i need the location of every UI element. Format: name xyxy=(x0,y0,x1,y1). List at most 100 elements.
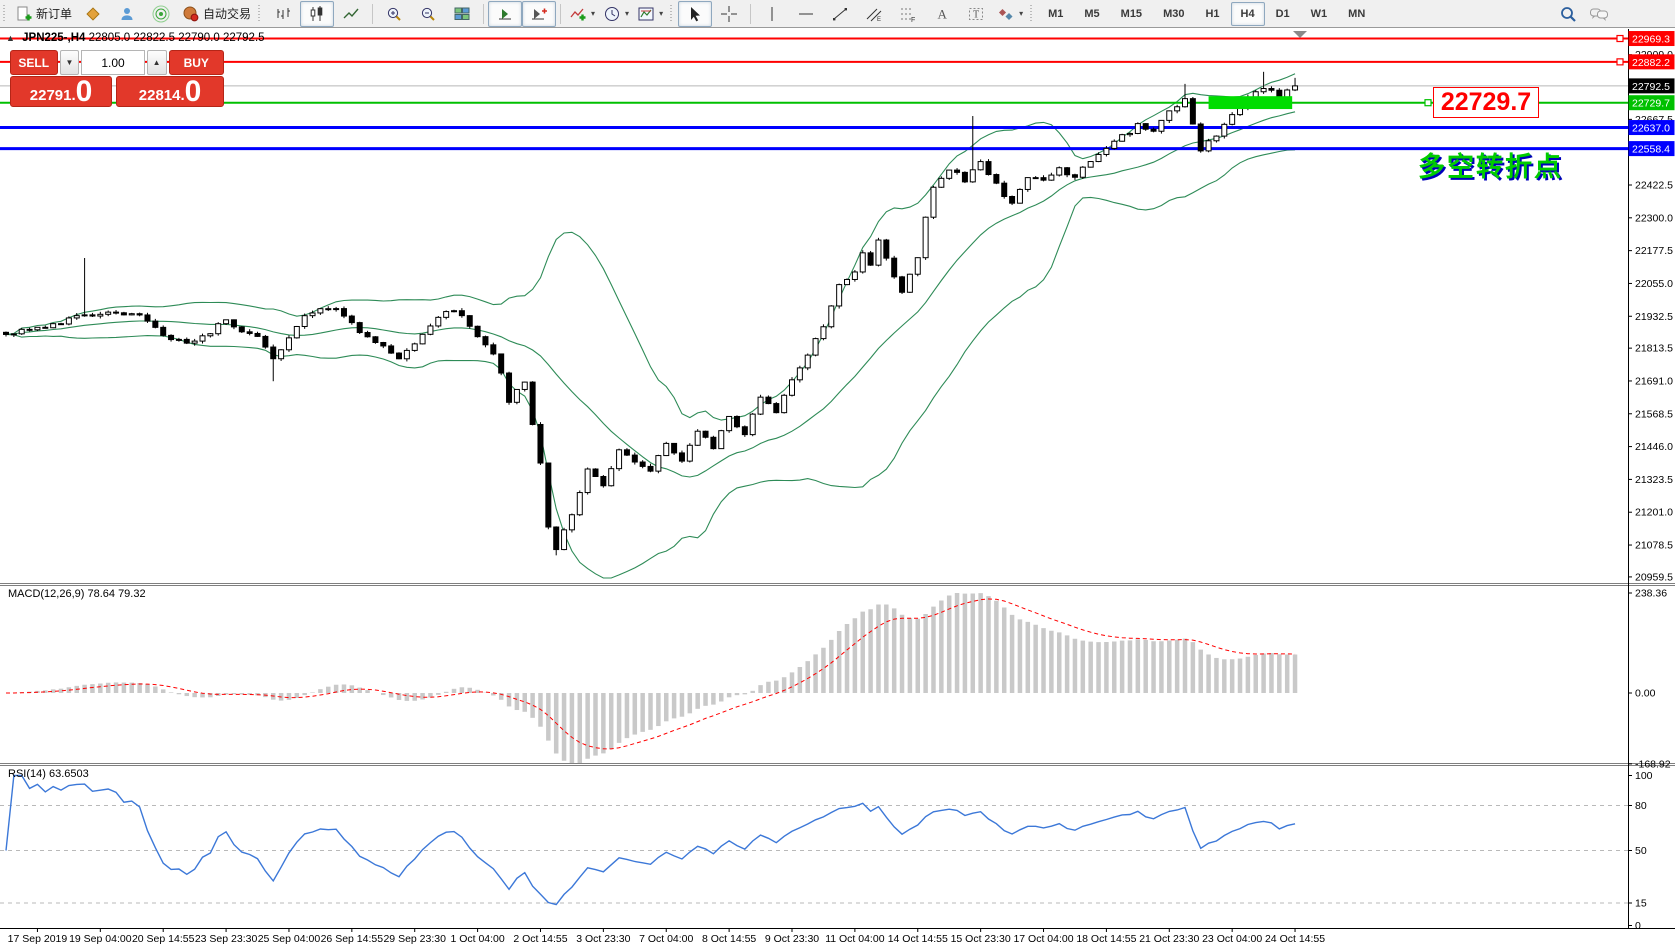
highlight-rect-annotation[interactable] xyxy=(1208,96,1293,110)
ohlc-close: 22792.5 xyxy=(222,32,265,44)
volume-input[interactable]: 1.00 xyxy=(81,50,145,75)
chart-area[interactable]: 22909.022667.522545.022422.522300.022177… xyxy=(0,29,1675,951)
text-icon: A xyxy=(938,6,948,21)
community-button[interactable] xyxy=(110,1,144,27)
tf-button-MN[interactable]: MN xyxy=(1348,7,1366,20)
buy-price-pips: 0 xyxy=(184,76,202,107)
volume-decrease-button[interactable]: ▼ xyxy=(59,50,80,75)
line-chart-button[interactable] xyxy=(334,1,368,27)
fibonacci-icon: F xyxy=(901,8,915,23)
arrows-shapes-button[interactable]: ▾ xyxy=(993,1,1027,27)
fibonacci-button[interactable]: F xyxy=(891,1,925,27)
svg-text:22729.7: 22729.7 xyxy=(1632,98,1670,110)
line-studies-handle[interactable] xyxy=(670,4,676,23)
zoom-out-button[interactable] xyxy=(411,1,445,27)
bar-chart-icon xyxy=(277,7,291,19)
chart-toolbar-handle[interactable] xyxy=(258,4,264,23)
tf-button-M5[interactable]: M5 xyxy=(1084,7,1100,20)
time-axis-label: 29 Sep 23:30 xyxy=(383,933,446,945)
periods-button[interactable]: ▾ xyxy=(599,1,633,27)
time-axis-label: 20 Sep 14:55 xyxy=(132,933,195,945)
toolbar: 新订单 自动交易 xyxy=(0,0,1675,28)
volume-increase-button[interactable]: ▲ xyxy=(146,50,167,75)
time-axis-label: 26 Sep 14:55 xyxy=(321,933,384,945)
tf-button-M1[interactable]: M1 xyxy=(1048,7,1064,20)
candlestick-chart-icon xyxy=(310,5,323,21)
bar-chart-button[interactable] xyxy=(266,1,300,27)
chart-template-button[interactable]: ▾ xyxy=(633,1,667,27)
time-axis-label: 7 Oct 04:00 xyxy=(639,933,693,945)
symbol-header: ▲ JPN225-,H4 22805.0 22822.5 22790.0 227… xyxy=(6,32,265,44)
search-icon[interactable] xyxy=(1559,5,1577,23)
price-tag-annotation[interactable]: 22729.7 xyxy=(1433,87,1539,118)
buy-price-box[interactable]: 22814. 0 xyxy=(116,76,224,107)
add-indicator-button[interactable]: ▾ xyxy=(565,1,599,27)
equidistant-channel-button[interactable]: E xyxy=(857,1,891,27)
tile-windows-icon xyxy=(454,7,470,20)
tf-button-M30[interactable]: M30 xyxy=(1163,7,1185,20)
svg-text:T: T xyxy=(973,9,979,20)
sell-price: 22791 xyxy=(29,86,72,104)
vertical-line-icon xyxy=(771,6,773,21)
zoom-in-button[interactable] xyxy=(377,1,411,27)
svg-text:21323.5: 21323.5 xyxy=(1635,474,1673,486)
svg-text:21691.0: 21691.0 xyxy=(1635,375,1673,387)
trendline-icon xyxy=(833,7,848,20)
auto-scroll-button[interactable] xyxy=(488,0,523,27)
buy-price: 22814 xyxy=(138,86,181,104)
tf-button-H1[interactable]: H1 xyxy=(1205,7,1220,20)
crosshair-icon xyxy=(721,5,738,22)
price-axis[interactable]: 22909.022667.522545.022422.522300.022177… xyxy=(1628,31,1675,932)
market-button[interactable] xyxy=(76,1,110,27)
crosshair-button[interactable] xyxy=(712,1,746,27)
auto-scroll-icon xyxy=(499,8,512,19)
time-axis-label: 15 Oct 23:30 xyxy=(951,933,1011,945)
svg-text:A: A xyxy=(938,6,948,21)
time-axis[interactable]: 17 Sep 2019 19 Sep 04:00 20 Sep 14:55 23 Se… xyxy=(0,928,1675,945)
candlestick-chart-button[interactable] xyxy=(300,0,335,27)
svg-text:22792.5: 22792.5 xyxy=(1632,81,1670,93)
new-order-button[interactable]: 新订单 xyxy=(11,1,76,27)
signals-button[interactable] xyxy=(144,1,178,27)
chat-icon[interactable] xyxy=(1589,5,1609,23)
svg-text:22558.4: 22558.4 xyxy=(1632,144,1670,156)
tf-button-W1[interactable]: W1 xyxy=(1310,7,1328,20)
pivot-text-annotation[interactable]: 多空转折点 xyxy=(1418,152,1563,182)
tf-button-H4[interactable]: H4 xyxy=(1230,1,1265,26)
buy-button[interactable]: BUY xyxy=(168,50,224,75)
text-label-button[interactable]: T xyxy=(959,1,993,27)
tile-windows-button[interactable] xyxy=(445,1,479,27)
macd-indicator xyxy=(6,592,1298,763)
horizontal-line-icon xyxy=(799,13,814,14)
line-chart-icon xyxy=(343,8,359,18)
vertical-line-button[interactable] xyxy=(755,1,789,27)
arrows-shapes-icon xyxy=(999,8,1013,20)
ohlc-low: 22790.0 xyxy=(178,32,220,44)
add-indicator-caret: ▾ xyxy=(591,9,596,18)
auto-trading-icon xyxy=(183,6,199,21)
cursor-button[interactable] xyxy=(678,0,713,27)
horizontal-line-button[interactable] xyxy=(789,1,823,27)
toolbar-drag-handle[interactable] xyxy=(3,4,8,23)
chart-shift-button[interactable] xyxy=(522,0,557,27)
time-axis-label: 9 Oct 23:30 xyxy=(765,933,819,945)
market-diamond-icon xyxy=(86,6,100,21)
chart-shift-marker[interactable] xyxy=(1293,31,1307,38)
trendline-button[interactable] xyxy=(823,1,857,27)
svg-text:15: 15 xyxy=(1635,898,1647,910)
community-icon xyxy=(121,7,133,20)
time-axis-label: 1 Oct 04:00 xyxy=(450,933,504,945)
time-axis-label: 23 Sep 23:30 xyxy=(195,933,258,945)
ohlc-open: 22805.0 xyxy=(88,32,131,44)
collapse-panel-icon[interactable]: ▲ xyxy=(6,33,15,43)
sell-price-box[interactable]: 22791. 0 xyxy=(10,76,113,107)
svg-text:22969.3: 22969.3 xyxy=(1632,34,1670,46)
svg-text:22055.0: 22055.0 xyxy=(1635,278,1673,290)
text-button[interactable]: A xyxy=(925,1,959,27)
tf-button-M15[interactable]: M15 xyxy=(1120,7,1143,20)
time-axis-label: 8 Oct 14:55 xyxy=(702,933,756,945)
tf-button-D1[interactable]: D1 xyxy=(1275,7,1290,20)
timeframes-handle[interactable] xyxy=(1030,4,1036,23)
auto-trading-button[interactable]: 自动交易 xyxy=(178,1,255,27)
sell-button[interactable]: SELL xyxy=(10,50,58,75)
